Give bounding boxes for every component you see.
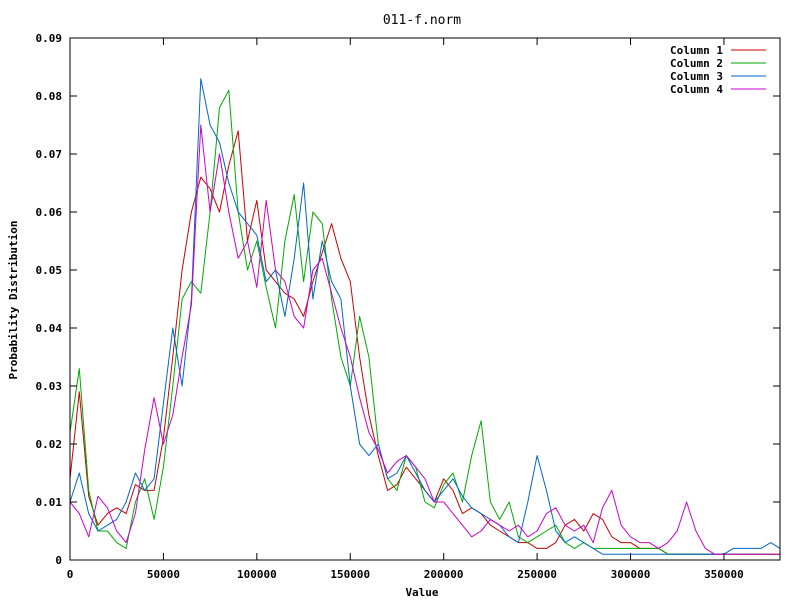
- x-tick-label: 200000: [424, 568, 464, 581]
- plot-frame: [69, 37, 781, 561]
- legend-label: Column 2: [670, 57, 723, 70]
- y-tick-label: 0.03: [36, 380, 63, 393]
- x-tick-label: 50000: [147, 568, 180, 581]
- y-tick-label: 0.08: [36, 90, 63, 103]
- y-tick-label: 0.09: [36, 32, 63, 45]
- plot-area: [69, 78, 781, 555]
- y-tick-label: 0: [55, 554, 62, 567]
- y-tick-label: 0.05: [36, 264, 63, 277]
- x-tick-label: 100000: [237, 568, 277, 581]
- y-tick-label: 0.07: [36, 148, 63, 161]
- y-axis-title: Probability Distribution: [7, 221, 20, 380]
- x-tick-label: 300000: [611, 568, 651, 581]
- y-axis: 0 0.01 0.02 0.03 0.04 0.05 0.06 0.07 0.08 0.09: [36, 32, 780, 567]
- legend-label: Column 1: [670, 44, 723, 57]
- x-axis-title: Value: [405, 586, 438, 599]
- series-line-2: [69, 89, 780, 555]
- legend-label: Column 3: [670, 70, 723, 83]
- x-tick-label: 150000: [330, 568, 370, 581]
- legend-label: Column 4: [670, 83, 723, 96]
- series-line-4: [69, 124, 780, 555]
- y-tick-label: 0.06: [36, 206, 63, 219]
- y-tick-label: 0.01: [36, 496, 63, 509]
- x-axis: 0 50000 100000 150000 200000 250000 300000 3500…: [67, 38, 744, 581]
- chart-title: 011-f.norm: [383, 13, 461, 28]
- series-line-3: [69, 78, 781, 555]
- x-tick-label: 350000: [704, 568, 744, 581]
- y-tick-label: 0.04: [36, 322, 63, 335]
- x-tick-label: 250000: [517, 568, 557, 581]
- x-tick-label: 0: [67, 568, 74, 581]
- y-tick-label: 0.02: [36, 438, 63, 451]
